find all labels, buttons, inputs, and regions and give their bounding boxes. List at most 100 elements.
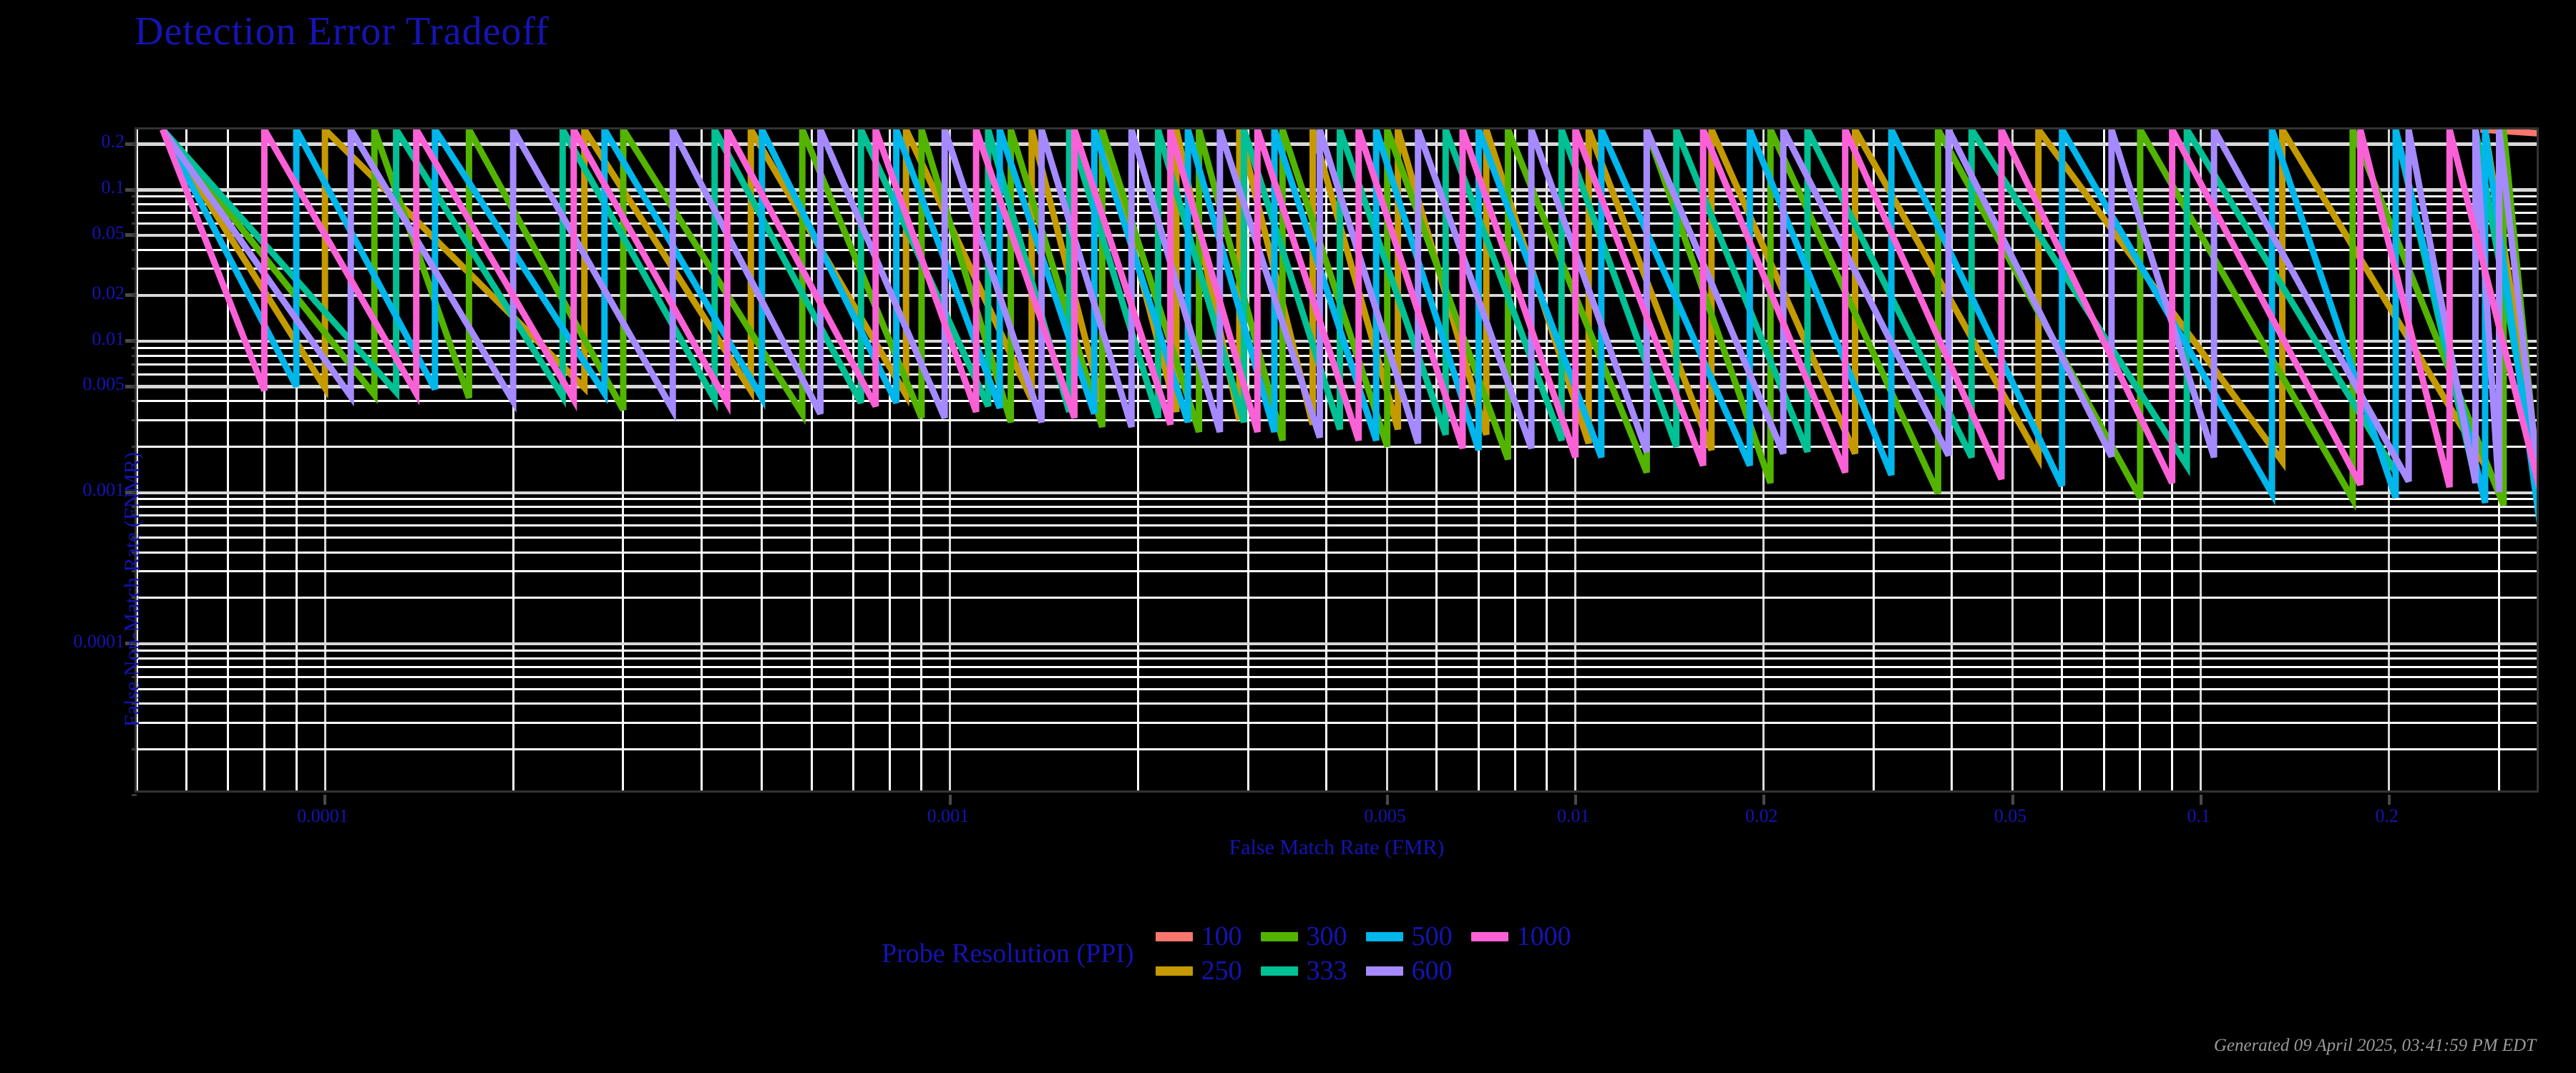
gridline-vertical (1247, 129, 1250, 790)
legend-item-label: 333 (1306, 956, 1347, 986)
y-axis-tick-minor (132, 491, 137, 494)
y-axis-tick-minor (132, 536, 137, 539)
y-axis-tick-minor (132, 657, 137, 660)
page-title: Detection Error Tradeoff (135, 9, 550, 54)
gridline-vertical (1546, 129, 1548, 790)
x-tick-label: 0.005 (1364, 805, 1406, 826)
gridline-horizontal (137, 491, 2537, 494)
legend-swatch-icon (1155, 931, 1193, 941)
x-axis-tick (2011, 795, 2014, 805)
y-axis-tick (125, 233, 137, 237)
gridline-vertical (185, 129, 187, 790)
gridline-horizontal (137, 702, 2537, 705)
gridline-vertical-major (2200, 129, 2202, 790)
gridline-horizontal (137, 597, 2537, 599)
legend-item-1000[interactable]: 1000 (1470, 923, 1571, 950)
x-axis-tick (2199, 795, 2202, 805)
y-axis-tick-minor (132, 524, 137, 527)
gridline-vertical (1435, 129, 1438, 790)
y-axis-tick-minor (132, 346, 137, 349)
gridline-vertical (1477, 129, 1480, 790)
y-axis-tick-minor (132, 702, 137, 705)
gridline-horizontal (137, 675, 2537, 678)
legend-item-label: 500 (1411, 921, 1453, 951)
y-axis-tick-minor (132, 363, 137, 366)
legend-item-333[interactable]: 333 (1260, 956, 1347, 986)
y-axis-tick-minor (132, 234, 137, 237)
y-axis-tick-minor (132, 506, 137, 509)
y-tick-label: 0.05 (92, 222, 125, 243)
y-axis-tick-minor (132, 195, 137, 198)
gridline-horizontal (137, 498, 2537, 501)
legend-swatch-icon (1260, 966, 1298, 976)
x-axis-title: False Match Rate (FMR) (1229, 836, 1445, 859)
gridline-horizontal (137, 665, 2537, 668)
y-axis-tick-minor (132, 268, 137, 270)
x-axis-tick (1385, 795, 1389, 805)
x-tick-label: 0.2 (2375, 805, 2399, 826)
gridline-vertical (852, 129, 855, 790)
gridline-horizontal (137, 748, 2537, 750)
legend-swatch-icon (1260, 931, 1298, 941)
legend-swatch-icon (1470, 931, 1508, 941)
y-axis-tick-minor (132, 203, 137, 206)
gridline-horizontal (137, 536, 2537, 539)
y-axis-tick-minor (132, 418, 137, 421)
gridline-vertical (1137, 129, 1140, 790)
y-axis-tick (125, 642, 137, 646)
y-tick-label: 0.0001 (73, 630, 125, 652)
gridline-vertical (227, 129, 230, 790)
y-axis-tick-minor (132, 551, 137, 554)
gridline-horizontal (137, 657, 2537, 660)
gridline-vertical-major (949, 129, 952, 790)
y-tick-label: 0.001 (82, 479, 125, 501)
gridline-vertical (920, 129, 923, 790)
y-axis-tick-minor (132, 188, 137, 191)
gridline-vertical (1873, 129, 1875, 790)
gridline-vertical (1513, 129, 1516, 790)
y-tick-label: 0.1 (101, 177, 125, 198)
gridline-horizontal (137, 687, 2537, 690)
y-axis-tick-minor (132, 649, 137, 652)
legend-swatch-icon (1365, 966, 1403, 976)
y-tick-label: 0.01 (92, 328, 125, 349)
gridline-horizontal (137, 445, 2537, 448)
legend-item-300[interactable]: 300 (1260, 923, 1347, 950)
y-axis-tick-minor (132, 748, 137, 750)
gridline-vertical (1325, 129, 1328, 790)
x-tick-label: 0.05 (1994, 805, 2027, 826)
legend-item-label: 600 (1411, 956, 1453, 986)
legend-item-600[interactable]: 600 (1365, 956, 1453, 986)
y-axis-tick-minor (132, 570, 137, 573)
y-axis-tick-minor (132, 385, 137, 388)
y-axis-tick-minor (132, 514, 137, 517)
gridline-horizontal (137, 721, 2537, 724)
y-axis-tick-minor (132, 793, 137, 796)
det-curve-500 (160, 129, 2537, 524)
legend-item-500[interactable]: 500 (1365, 921, 1453, 951)
gridline-vertical (810, 129, 813, 790)
legend-item-250[interactable]: 250 (1155, 957, 1242, 984)
y-axis-tick-minor (132, 373, 137, 376)
y-axis-tick (125, 384, 137, 388)
gridline-vertical-major (1386, 129, 1389, 790)
gridline-horizontal (137, 524, 2537, 527)
det-curve-600 (160, 129, 2537, 493)
x-axis-tick (2387, 795, 2391, 805)
gridline-vertical-major (1574, 129, 1577, 790)
det-curves-svg (160, 129, 2537, 524)
legend-swatch-icon (1365, 931, 1403, 941)
y-axis-tick-minor (132, 597, 137, 599)
gridline-vertical (622, 129, 625, 790)
gridline-vertical (2102, 129, 2105, 790)
legend-item-100[interactable]: 100 (1155, 923, 1242, 950)
x-axis-tick (323, 795, 327, 805)
legend-items: 100 250 300 333 500 600 1000 (1155, 921, 1571, 986)
y-axis-tick-minor (132, 294, 137, 297)
x-axis-tick (1762, 795, 1765, 805)
y-axis-tick (125, 490, 137, 494)
plot-area: False Non-Match Rate (FNMR) (120, 127, 2539, 805)
y-axis-tick (125, 339, 137, 343)
y-axis-tick-minor (132, 212, 137, 215)
